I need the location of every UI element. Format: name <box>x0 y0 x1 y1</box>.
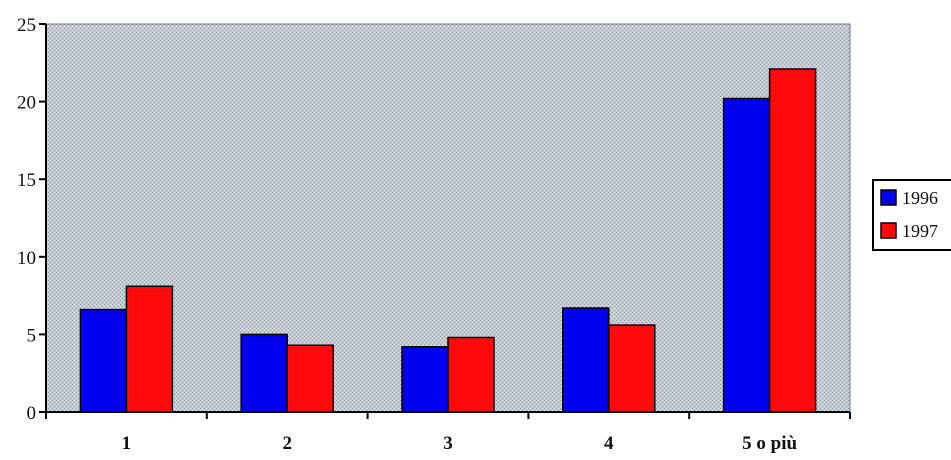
y-tick-label: 25 <box>17 15 36 36</box>
bar-1996-1 <box>79 308 128 413</box>
legend-swatch-1997 <box>880 222 897 239</box>
legend-label-1996: 1996 <box>902 188 938 208</box>
x-tick-label: 2 <box>282 433 292 454</box>
bar-1997-4 <box>608 324 656 413</box>
legend-swatch-1996 <box>880 189 897 206</box>
y-tick-label: 20 <box>17 93 36 114</box>
x-tick-label: 3 <box>443 433 453 454</box>
y-tick-label: 5 <box>27 325 37 346</box>
bar-1996-5 <box>722 97 771 413</box>
y-tick-label: 10 <box>17 248 36 269</box>
axes-layer: 0 5 10 15 20 25 1 2 3 4 5 o più <box>17 15 851 454</box>
x-tick-label: 5 o più <box>742 433 797 454</box>
bar-1997-3 <box>447 336 495 413</box>
bars-layer <box>79 68 817 413</box>
y-tick-label: 15 <box>17 170 36 191</box>
bar-1996-2 <box>240 333 288 413</box>
x-tick-label: 1 <box>122 433 132 454</box>
legend-label-1997: 1997 <box>902 221 938 241</box>
x-tick-label: 4 <box>604 433 614 454</box>
bar-1996-4 <box>562 307 610 413</box>
y-tick-label: 0 <box>27 403 37 424</box>
bar-1996-3 <box>401 346 449 413</box>
legend: 1996 1997 <box>872 179 951 251</box>
bar-1997-5 <box>768 68 817 413</box>
bar-1997-2 <box>286 344 334 413</box>
bar-1997-1 <box>125 285 174 413</box>
